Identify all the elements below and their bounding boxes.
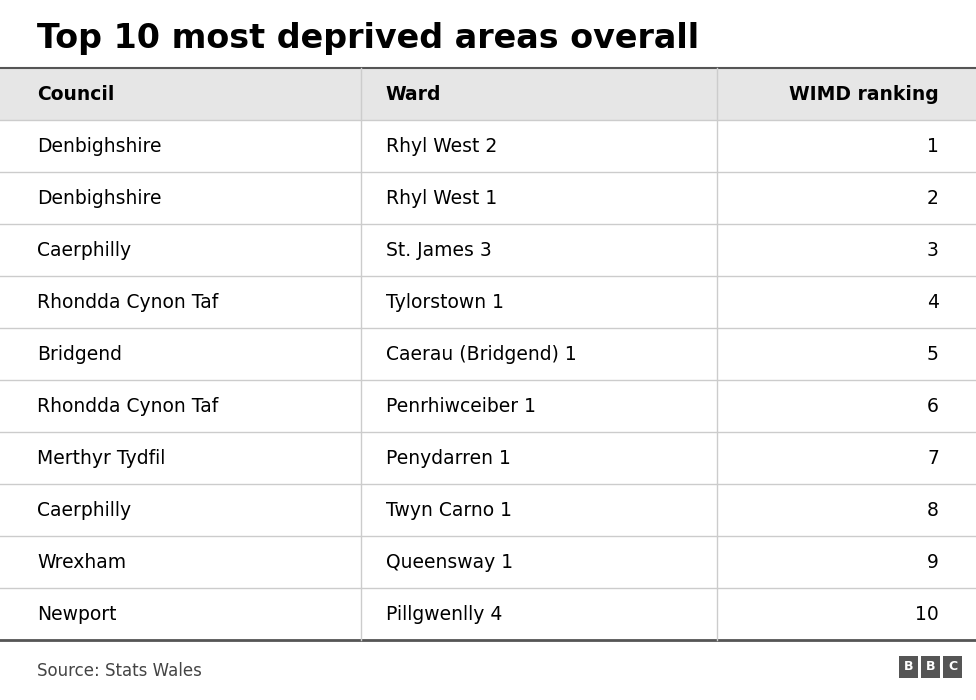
Text: Denbighshire: Denbighshire: [37, 188, 162, 207]
Text: B: B: [926, 661, 935, 673]
Text: St. James 3: St. James 3: [386, 241, 491, 260]
Text: Tylorstown 1: Tylorstown 1: [386, 293, 504, 312]
Bar: [899, 656, 918, 678]
Text: 5: 5: [927, 344, 939, 363]
Text: Bridgend: Bridgend: [37, 344, 122, 363]
Text: Source: Stats Wales: Source: Stats Wales: [37, 662, 202, 680]
Text: WIMD ranking: WIMD ranking: [790, 85, 939, 104]
Text: 6: 6: [927, 396, 939, 416]
Text: Wrexham: Wrexham: [37, 552, 126, 571]
Text: Merthyr Tydfil: Merthyr Tydfil: [37, 449, 166, 468]
Text: 8: 8: [927, 500, 939, 519]
Text: B: B: [904, 661, 914, 673]
Text: Caerau (Bridgend) 1: Caerau (Bridgend) 1: [386, 344, 576, 363]
Text: Caerphilly: Caerphilly: [37, 241, 131, 260]
Text: Pillgwenlly 4: Pillgwenlly 4: [386, 605, 502, 624]
Text: Rhondda Cynon Taf: Rhondda Cynon Taf: [37, 396, 219, 416]
Bar: [0, 68, 976, 120]
Text: 4: 4: [927, 293, 939, 312]
Text: Top 10 most deprived areas overall: Top 10 most deprived areas overall: [37, 22, 699, 55]
Text: 10: 10: [915, 605, 939, 624]
Text: Penydarren 1: Penydarren 1: [386, 449, 510, 468]
Text: 3: 3: [927, 241, 939, 260]
Bar: [943, 656, 962, 678]
Text: Caerphilly: Caerphilly: [37, 500, 131, 519]
Text: 1: 1: [927, 136, 939, 155]
Text: C: C: [948, 661, 957, 673]
Bar: [921, 656, 940, 678]
Text: Ward: Ward: [386, 85, 441, 104]
Text: Newport: Newport: [37, 605, 116, 624]
Text: Rhondda Cynon Taf: Rhondda Cynon Taf: [37, 293, 219, 312]
Text: Rhyl West 2: Rhyl West 2: [386, 136, 497, 155]
Text: Penrhiwceiber 1: Penrhiwceiber 1: [386, 396, 536, 416]
Text: Denbighshire: Denbighshire: [37, 136, 162, 155]
Text: 2: 2: [927, 188, 939, 207]
Text: Twyn Carno 1: Twyn Carno 1: [386, 500, 511, 519]
Text: Council: Council: [37, 85, 114, 104]
Text: 9: 9: [927, 552, 939, 571]
Text: Rhyl West 1: Rhyl West 1: [386, 188, 497, 207]
Text: Queensway 1: Queensway 1: [386, 552, 512, 571]
Text: 7: 7: [927, 449, 939, 468]
